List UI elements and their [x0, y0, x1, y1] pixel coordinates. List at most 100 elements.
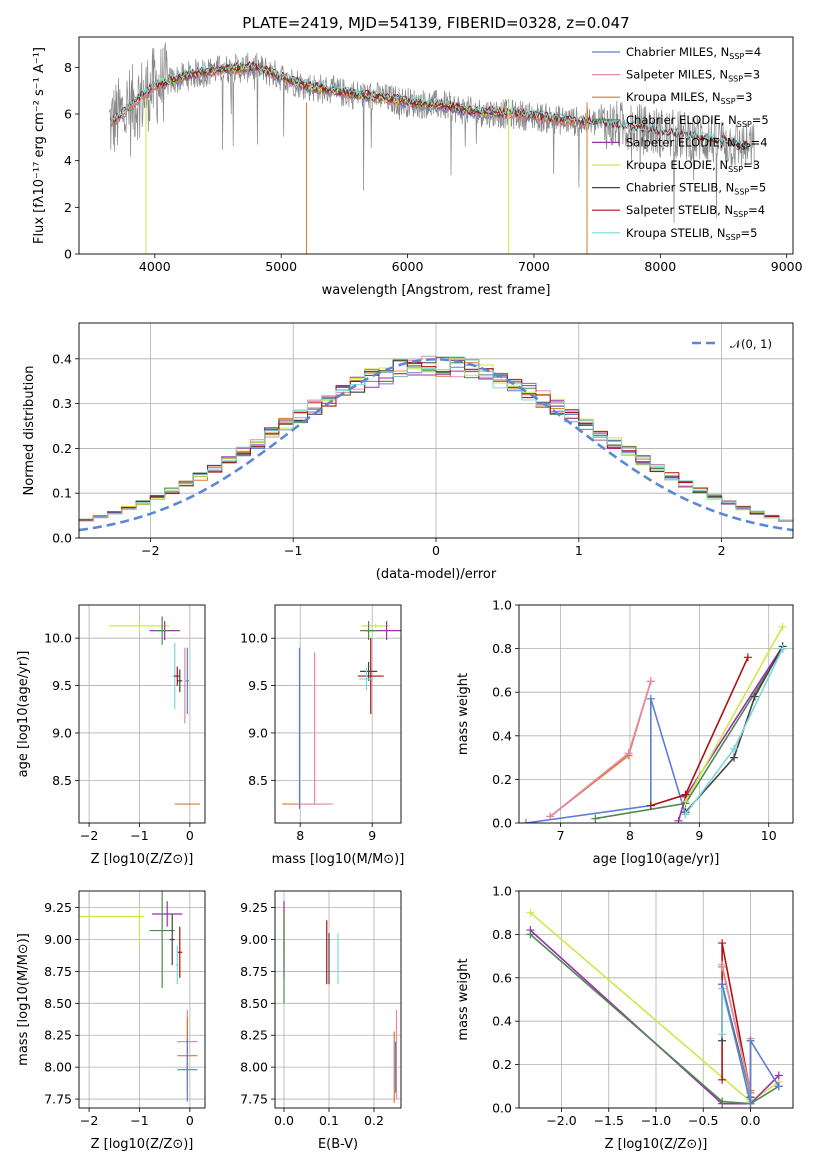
plus-marker — [681, 810, 690, 819]
plus-marker — [718, 960, 727, 969]
y-tick-label: 9.0 — [52, 725, 72, 740]
plot-area — [521, 622, 787, 823]
y-tick-label: 0.2 — [492, 1057, 512, 1072]
spectrum-title: PLATE=2419, MJD=54139, FIBERID=0328, z=0… — [242, 14, 629, 32]
x-tick-label: 0.1 — [319, 1113, 339, 1128]
plus-marker — [778, 622, 787, 631]
x-tick-label: 9000 — [771, 259, 803, 274]
plot-area — [283, 901, 398, 1103]
y-tick-label: 8 — [64, 60, 72, 75]
y-tick-label: 9.00 — [44, 932, 72, 947]
plus-marker — [718, 1075, 727, 1084]
x-tick-label: 0.2 — [364, 1113, 384, 1128]
series-line — [529, 929, 780, 1105]
x-axis-label: mass [log10(M/M⊙)] — [272, 852, 405, 867]
x-tick-label: 10 — [761, 828, 777, 843]
plus-marker — [526, 930, 535, 939]
residual-histogram-step — [79, 356, 793, 522]
y-tick-label: 1.0 — [492, 884, 512, 899]
legend: Chabrier MILES, NSSP=4 Salpeter MILES, NS… — [592, 45, 769, 242]
x-tick-label: 6000 — [392, 259, 424, 274]
y-tick-label: 9.25 — [240, 900, 268, 915]
legend-entry: Chabrier ELODIE, NSSP=5 — [626, 113, 769, 129]
x-tick-label: 0 — [432, 543, 440, 558]
x-tick-label: 0.0 — [741, 1113, 761, 1128]
axes-frame — [274, 604, 402, 824]
model-spectrum-line — [110, 60, 750, 150]
axes-frame — [78, 36, 794, 255]
mass-weight-vs-age-panel: 7 8 9 10 0.0 0.2 0.4 0.6 0.8 1.0 age [log10(age/yr… — [456, 598, 794, 867]
x-tick-label: −2.0 — [546, 1113, 576, 1128]
y-axis-label: Normed distribution — [22, 366, 37, 496]
x-tick-label: 7 — [557, 828, 565, 843]
y-tick-label: 8.00 — [240, 1060, 268, 1075]
age-vs-mass-panel: 8 9 8.5 9.0 9.5 10.0 mass [log10(M/M⊙)] — [240, 604, 405, 867]
plus-marker — [746, 1099, 755, 1108]
y-tick-label: 10.0 — [240, 631, 268, 646]
y-tick-label: 0.8 — [492, 641, 512, 656]
y-tick-label: 9.0 — [248, 725, 268, 740]
x-tick-label: 8000 — [644, 259, 676, 274]
spectrum-panel: 4000 5000 6000 7000 8000 9000 0 2 4 6 8 wavelength … — [32, 36, 803, 298]
x-axis-label: Z [log10(Z/Z⊙)] — [605, 1137, 708, 1152]
y-axis-label: Flux [fλ10⁻¹⁷ erg cm⁻² s⁻¹ A⁻¹] — [32, 47, 47, 244]
x-tick-label: −1.0 — [641, 1113, 671, 1128]
y-tick-label: 0.6 — [492, 685, 512, 700]
plot-area — [526, 908, 783, 1108]
series-line — [684, 626, 784, 802]
x-axis-label: wavelength [Angstrom, rest frame] — [322, 283, 551, 298]
plus-marker — [730, 744, 739, 753]
x-tick-label: −0.5 — [688, 1113, 718, 1128]
series-line — [529, 912, 780, 1103]
residual-histogram-step — [79, 356, 793, 522]
plus-marker — [646, 801, 655, 810]
age-vs-z-panel: −2 −1 0 8.5 9.0 9.5 10.0 Z [log10(Z/Z⊙)] age [lo… — [16, 604, 206, 867]
axes-frame — [518, 890, 794, 1109]
plus-marker — [624, 749, 633, 758]
x-tick-label: 8 — [626, 828, 634, 843]
y-tick-label: 8.25 — [44, 1028, 72, 1043]
x-tick-label: −1.5 — [594, 1113, 624, 1128]
series-line — [525, 698, 687, 823]
plus-marker — [591, 814, 600, 823]
model-spectrum-line — [110, 60, 750, 150]
x-tick-label: 0 — [186, 1113, 194, 1128]
y-tick-label: 0 — [64, 247, 72, 262]
y-tick-label: 0.2 — [492, 772, 512, 787]
series-line — [549, 681, 652, 818]
x-tick-label: 9 — [695, 828, 703, 843]
legend-entry: Kroupa STELIB, NSSP=5 — [626, 226, 757, 242]
x-axis-label: (data-model)/error — [376, 567, 497, 582]
x-tick-label: −2 — [80, 828, 98, 843]
plot-area — [79, 891, 198, 1102]
y-tick-label: 0.0 — [492, 816, 512, 831]
series-line — [721, 964, 752, 1093]
plus-marker — [526, 908, 535, 917]
y-tick-label: 7.75 — [44, 1092, 72, 1107]
legend-entry: Kroupa MILES, NSSP=3 — [626, 90, 752, 106]
x-tick-label: 7000 — [518, 259, 550, 274]
plus-marker — [778, 644, 787, 653]
x-tick-label: 0 — [186, 828, 194, 843]
axes-frame — [518, 604, 794, 824]
y-tick-label: 0.1 — [52, 486, 72, 501]
y-tick-label: 8.25 — [240, 1028, 268, 1043]
plus-marker — [718, 939, 727, 948]
series-line — [684, 646, 784, 813]
legend-entry: Kroupa ELODIE, NSSP=3 — [626, 158, 760, 174]
x-tick-label: 5000 — [265, 259, 297, 274]
legend-entry: Salpeter MILES, NSSP=3 — [626, 68, 760, 84]
y-axis-label: mass [log10(M/M⊙)] — [16, 933, 31, 1066]
plus-marker — [718, 1030, 727, 1039]
x-tick-label: 2 — [718, 543, 726, 558]
y-tick-label: 9.5 — [52, 678, 72, 693]
x-tick-label: −1 — [130, 828, 148, 843]
residual-histogram-panel: −2 −1 0 1 2 0.0 0.1 0.2 0.3 0.4 𝒩(0, 1) (data-model… — [22, 322, 794, 582]
gaussian-legend-label: 𝒩(0, 1) — [730, 337, 772, 351]
legend-entry: Salpeter STELIB, NSSP=4 — [626, 203, 765, 219]
y-tick-label: 0.4 — [492, 1014, 512, 1029]
y-axis-label: age [log10(age/yr)] — [16, 651, 31, 778]
series-line — [595, 648, 784, 820]
y-tick-label: 8.50 — [44, 996, 72, 1011]
